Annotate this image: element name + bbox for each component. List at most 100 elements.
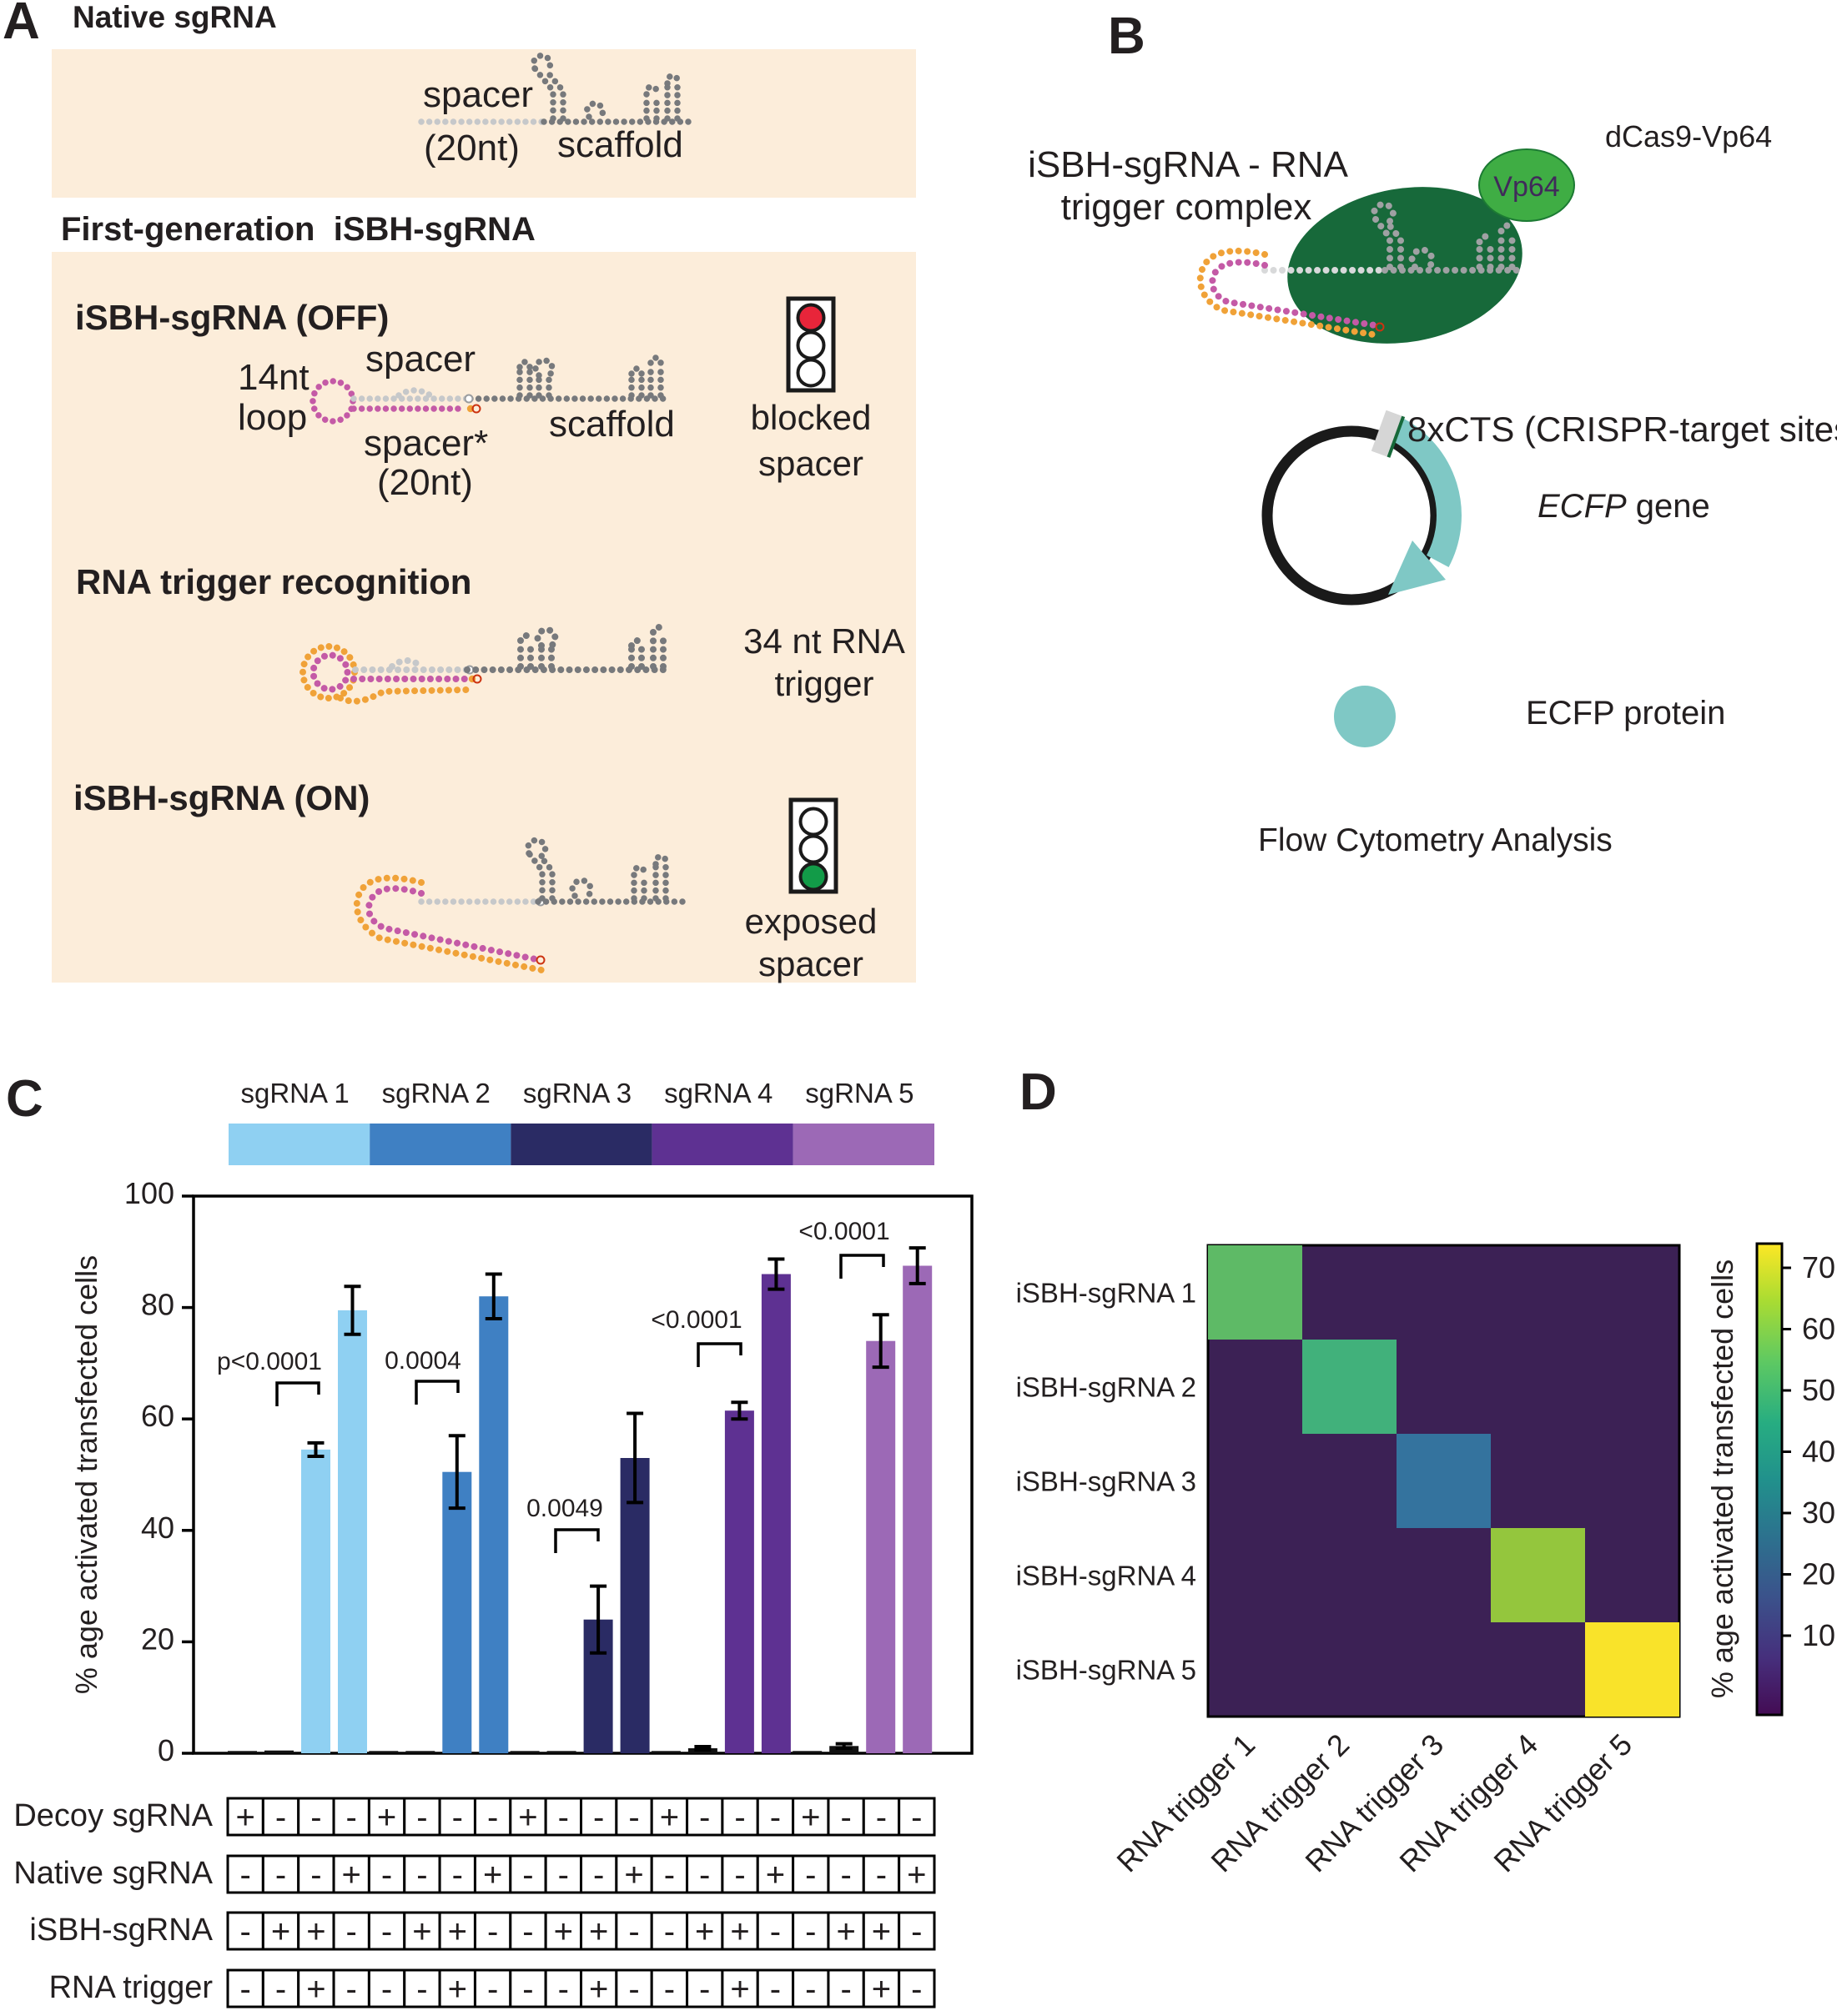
svg-text:-: - (487, 1913, 498, 1950)
svg-text:Native sgRNA: Native sgRNA (13, 1856, 213, 1891)
svg-text:-: - (699, 1857, 710, 1893)
svg-text:-: - (840, 1971, 851, 2008)
svg-text:+: + (801, 1799, 820, 1836)
svg-text:50: 50 (1802, 1373, 1835, 1407)
svg-text:(20nt): (20nt) (424, 128, 520, 168)
svg-text:A: A (3, 0, 40, 50)
svg-text:ECFP protein: ECFP protein (1526, 695, 1725, 731)
svg-text:loop: loop (238, 397, 307, 438)
svg-text:Decoy sgRNA: Decoy sgRNA (13, 1798, 213, 1833)
svg-text:+: + (589, 1971, 608, 2008)
svg-text:80: 80 (141, 1288, 174, 1322)
svg-text:+: + (554, 1913, 573, 1950)
svg-text:-: - (275, 1857, 286, 1893)
svg-text:spacer: spacer (758, 944, 863, 983)
svg-text:-: - (487, 1971, 498, 2008)
svg-text:% age activated transfected ce: % age activated transfected cells (1705, 1259, 1739, 1698)
svg-text:sgRNA 2: sgRNA 2 (382, 1078, 491, 1109)
svg-text:0.0049: 0.0049 (526, 1495, 603, 1522)
svg-text:iSBH-sgRNA 1: iSBH-sgRNA 1 (1016, 1278, 1196, 1309)
svg-text:+: + (483, 1857, 502, 1893)
svg-text:-: - (346, 1799, 357, 1836)
svg-text:34 nt RNA: 34 nt RNA (743, 621, 905, 661)
svg-text:Vp64: Vp64 (1493, 171, 1559, 203)
svg-text:iSBH-sgRNA 4: iSBH-sgRNA 4 (1016, 1561, 1196, 1591)
svg-text:-: - (522, 1971, 533, 2008)
svg-text:-: - (522, 1857, 533, 1893)
svg-text:+: + (342, 1857, 361, 1893)
svg-text:blocked: blocked (751, 398, 872, 437)
svg-text:-: - (664, 1857, 675, 1893)
svg-text:+: + (766, 1857, 785, 1893)
svg-text:-: - (275, 1971, 286, 2008)
svg-text:+: + (377, 1799, 396, 1836)
svg-text:sgRNA 1: sgRNA 1 (240, 1078, 349, 1109)
svg-text:-: - (310, 1799, 321, 1836)
svg-text:trigger: trigger (774, 664, 873, 703)
svg-text:+: + (872, 1913, 891, 1950)
svg-text:40: 40 (141, 1511, 174, 1545)
svg-text:-: - (876, 1857, 887, 1893)
svg-text:-: - (487, 1799, 498, 1836)
svg-text:C: C (6, 1070, 43, 1128)
svg-text:iSBH-sgRNA (ON): iSBH-sgRNA (ON) (73, 778, 370, 817)
svg-text:30: 30 (1802, 1496, 1835, 1530)
svg-text:Native sgRNA: Native sgRNA (73, 0, 277, 34)
svg-text:-: - (628, 1799, 639, 1836)
svg-text:+: + (306, 1971, 325, 2008)
svg-text:-: - (911, 1799, 922, 1836)
svg-text:-: - (452, 1857, 463, 1893)
svg-text:10: 10 (1802, 1618, 1835, 1652)
svg-text:20: 20 (141, 1621, 174, 1656)
svg-text:spacer: spacer (365, 339, 476, 380)
svg-text:<0.0001: <0.0001 (798, 1218, 889, 1245)
svg-text:D: D (1019, 1063, 1057, 1121)
svg-text:-: - (381, 1857, 392, 1893)
svg-text:-: - (558, 1857, 569, 1893)
svg-text:+: + (730, 1913, 749, 1950)
svg-text:-: - (310, 1857, 321, 1893)
svg-text:dCas9-Vp64: dCas9-Vp64 (1605, 119, 1772, 153)
svg-text:-: - (593, 1799, 604, 1836)
svg-text:-: - (876, 1799, 887, 1836)
svg-text:-: - (664, 1971, 675, 2008)
svg-text:+: + (907, 1857, 926, 1893)
svg-text:iSBH-sgRNA: iSBH-sgRNA (29, 1913, 213, 1948)
svg-text:trigger complex: trigger complex (1061, 187, 1312, 228)
svg-text:-: - (770, 1913, 781, 1950)
svg-text:+: + (836, 1913, 855, 1950)
svg-text:scaffold: scaffold (557, 124, 683, 165)
svg-text:+: + (589, 1913, 608, 1950)
svg-text:0: 0 (158, 1733, 174, 1767)
svg-text:-: - (770, 1971, 781, 2008)
svg-text:<0.0001: <0.0001 (651, 1306, 742, 1334)
svg-text:scaffold: scaffold (549, 404, 675, 445)
svg-text:-: - (805, 1971, 816, 2008)
svg-text:Flow Cytometry Analysis: Flow Cytometry Analysis (1258, 822, 1613, 858)
svg-text:20: 20 (1802, 1557, 1835, 1591)
svg-text:iSBH-sgRNA - RNA: iSBH-sgRNA - RNA (1028, 144, 1348, 185)
svg-text:-: - (240, 1971, 251, 2008)
svg-text:-: - (416, 1857, 427, 1893)
svg-text:iSBH-sgRNA (OFF): iSBH-sgRNA (OFF) (75, 298, 389, 337)
svg-text:-: - (452, 1799, 463, 1836)
svg-text:sgRNA 3: sgRNA 3 (523, 1078, 632, 1109)
svg-text:p<0.0001: p<0.0001 (217, 1348, 322, 1375)
svg-text:RNA trigger recognition: RNA trigger recognition (76, 562, 471, 601)
svg-text:-: - (840, 1857, 851, 1893)
svg-text:+: + (730, 1971, 749, 2008)
svg-text:60: 60 (1802, 1312, 1835, 1346)
svg-text:+: + (695, 1913, 714, 1950)
svg-text:-: - (593, 1857, 604, 1893)
svg-text:+: + (306, 1913, 325, 1950)
svg-text:spacer: spacer (758, 444, 863, 483)
svg-text:-: - (346, 1913, 357, 1950)
svg-text:-: - (381, 1971, 392, 2008)
svg-text:-: - (664, 1913, 675, 1950)
svg-text:spacer*: spacer* (364, 423, 488, 464)
svg-text:RNA trigger: RNA trigger (49, 1970, 214, 2005)
svg-text:-: - (558, 1799, 569, 1836)
svg-text:-: - (416, 1971, 427, 2008)
svg-text:-: - (522, 1913, 533, 1950)
svg-text:-: - (628, 1913, 639, 1950)
